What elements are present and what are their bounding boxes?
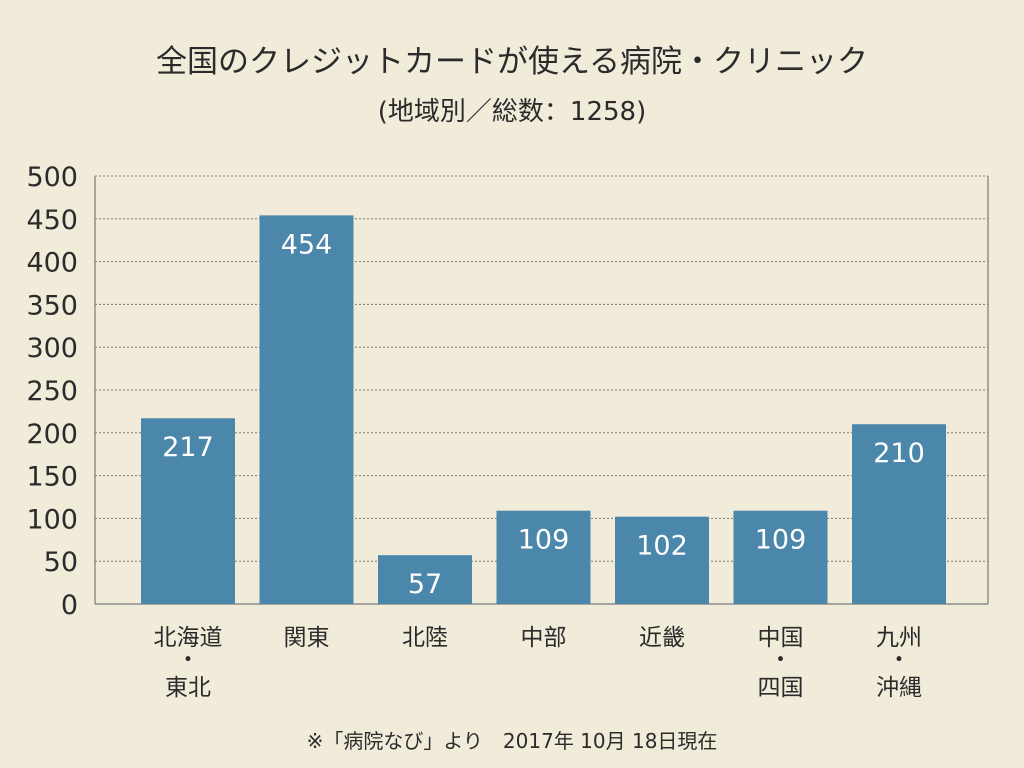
y-tick-label: 0 [61,590,78,621]
bar [378,555,472,604]
x-tick-label: 北陸 [402,625,448,651]
y-tick-label: 500 [26,162,78,193]
bar-value-label: 109 [518,525,570,556]
bar [852,424,946,604]
bar [496,510,591,604]
bar [733,510,828,604]
bar-value-label: 57 [408,569,442,600]
y-tick-label: 450 [26,205,78,236]
x-tick-label: 九州 [876,625,922,651]
y-axis-ticks: 0 50 100 150 200 250 300 350 400 450 500 [26,162,78,621]
y-tick-label: 250 [26,376,78,407]
bar [141,418,235,604]
y-tick-label: 50 [44,547,78,578]
x-tick-label: 中国 [758,625,804,651]
x-tick-label: 沖縄 [876,675,922,701]
x-tick-label: 東北 [165,675,211,701]
x-tick-label: 中部 [521,625,567,651]
gridlines [94,175,989,605]
bar-value-label: 454 [281,229,333,260]
x-tick-label: 関東 [284,625,330,651]
bar [259,215,354,604]
bar-value-label: 102 [636,531,688,562]
x-tick-label: ・ [888,647,911,673]
bars: 217 454 57 109 102 109 210 [141,215,946,604]
chart-title: 全国のクレジットカードが使える病院・クリニック [156,44,868,80]
bar-value-label: 217 [162,432,214,463]
source-note: ※「病院なび」より 2017年 10月 18日現在 [307,729,718,753]
bar [615,516,709,604]
y-tick-label: 400 [26,248,78,279]
y-tick-label: 350 [26,290,78,321]
x-tick-label: ・ [177,647,200,673]
y-tick-label: 300 [26,333,78,364]
x-tick-label: 四国 [758,675,804,701]
y-tick-label: 150 [26,462,78,493]
x-tick-label: ・ [769,647,792,673]
y-tick-label: 100 [26,504,78,535]
bar-value-label: 109 [755,525,807,556]
x-tick-label: 北海道 [154,625,223,651]
y-tick-label: 200 [26,419,78,450]
chart-subtitle: (地域別／総数：1258) [378,97,646,127]
x-tick-label: 近畿 [639,625,685,651]
bar-value-label: 210 [873,438,925,469]
